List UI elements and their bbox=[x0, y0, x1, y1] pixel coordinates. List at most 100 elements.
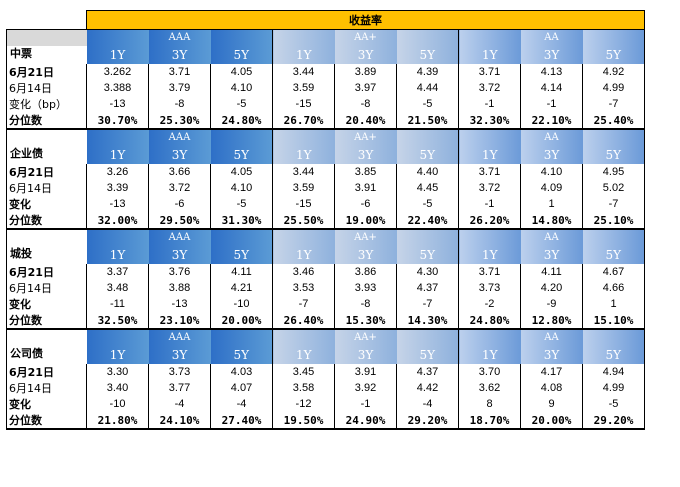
table-cell: 3.89 bbox=[334, 64, 397, 80]
tenor-label: 5Y bbox=[233, 48, 250, 62]
table-cell: -6 bbox=[148, 196, 211, 212]
table-row: 6月21日 3.30 3.73 4.03 3.45 3.91 4.37 3.70 4.17 4.9… bbox=[6, 364, 645, 380]
table-cell: -2 bbox=[458, 296, 521, 312]
table-cell: 3.45 bbox=[272, 364, 335, 380]
table-cell: 3.262 bbox=[86, 64, 149, 80]
row-label: 分位数 bbox=[6, 412, 87, 430]
table-cell: 4.42 bbox=[396, 380, 459, 396]
table-cell: -15 bbox=[272, 196, 335, 212]
table-row: 变化 -13 -6 -5 -15 -6 -5 -1 1 -7 bbox=[6, 196, 645, 212]
table-cell: -1 bbox=[334, 396, 397, 412]
tenor-label: 5Y bbox=[605, 48, 622, 62]
table-cell: 3.93 bbox=[334, 280, 397, 296]
table-cell: 1 bbox=[582, 296, 645, 312]
section-name: 城投 bbox=[10, 247, 32, 260]
table-cell: 4.09 bbox=[520, 180, 583, 196]
column-header-cell: 5Y bbox=[210, 29, 273, 64]
table-cell: 15.10% bbox=[582, 312, 645, 330]
table-cell: 4.39 bbox=[396, 64, 459, 80]
table-cell: -8 bbox=[334, 96, 397, 112]
tenor-label: 3Y bbox=[171, 348, 188, 362]
table-cell: 4.99 bbox=[582, 380, 645, 396]
table-cell: 14.80% bbox=[520, 212, 583, 230]
tenor-label: 1Y bbox=[295, 48, 312, 62]
table-row: 分位数 21.80% 24.10% 27.40% 19.50% 24.90% 29.20% 1… bbox=[6, 412, 645, 430]
tenor-label: 5Y bbox=[419, 248, 436, 262]
column-header-cell: 5Y bbox=[396, 128, 459, 164]
column-header-cell: AAA 3Y bbox=[148, 228, 211, 264]
table-cell: 3.72 bbox=[458, 80, 521, 96]
table-cell: 3.72 bbox=[148, 180, 211, 196]
table-cell: 21.50% bbox=[396, 112, 459, 130]
tenor-label: 1Y bbox=[109, 248, 126, 262]
rating-group-label: AAA bbox=[168, 132, 191, 143]
table-row: 变化 -10 -4 -4 -12 -1 -4 8 9 -5 bbox=[6, 396, 645, 412]
column-header-cell: 5Y bbox=[210, 328, 273, 364]
table-cell: -1 bbox=[458, 196, 521, 212]
table-cell: -4 bbox=[210, 396, 273, 412]
table-row: 分位数 32.00% 29.50% 31.30% 25.50% 19.00% 22.40% 2… bbox=[6, 212, 645, 230]
row-label: 6月14日 bbox=[6, 380, 87, 396]
table-cell: -8 bbox=[148, 96, 211, 112]
tenor-label: 3Y bbox=[171, 148, 188, 162]
tenor-label: 3Y bbox=[543, 248, 560, 262]
table-cell: 4.17 bbox=[520, 364, 583, 380]
table-cell: 25.50% bbox=[272, 212, 335, 230]
column-header-cell: AAA 3Y bbox=[148, 328, 211, 364]
column-header-cell: 1Y bbox=[86, 328, 149, 364]
table-row: 分位数 32.50% 23.10% 20.00% 26.40% 15.30% 14.30% 2… bbox=[6, 312, 645, 330]
tenor-label: 5Y bbox=[233, 248, 250, 262]
tenor-label: 1Y bbox=[295, 348, 312, 362]
table-cell: 32.30% bbox=[458, 112, 521, 130]
rating-group-label: AA+ bbox=[354, 32, 377, 43]
column-header-cell: AA 3Y bbox=[520, 328, 583, 364]
tenor-label: 1Y bbox=[109, 348, 126, 362]
rating-group-label: AA+ bbox=[354, 232, 377, 243]
table-cell: 3.85 bbox=[334, 164, 397, 180]
table-cell: 3.71 bbox=[458, 164, 521, 180]
table-cell: 3.37 bbox=[86, 264, 149, 280]
tenor-label: 5Y bbox=[605, 248, 622, 262]
table-row: 6月14日 3.48 3.88 4.21 3.53 3.93 4.37 3.73 4.20 4.6… bbox=[6, 280, 645, 296]
tenor-label: 5Y bbox=[419, 48, 436, 62]
rating-group-label: AAA bbox=[168, 232, 191, 243]
table-cell: 4.10 bbox=[210, 180, 273, 196]
table-cell: 32.50% bbox=[86, 312, 149, 330]
tenor-label: 1Y bbox=[109, 148, 126, 162]
table-cell: -7 bbox=[396, 296, 459, 312]
table-cell: -1 bbox=[520, 96, 583, 112]
tenor-label: 5Y bbox=[233, 148, 250, 162]
table-cell: 24.80% bbox=[458, 312, 521, 330]
table-cell: 4.37 bbox=[396, 364, 459, 380]
table-cell: 3.73 bbox=[148, 364, 211, 380]
table-cell: 3.46 bbox=[272, 264, 335, 280]
table-cell: 4.37 bbox=[396, 280, 459, 296]
table-cell: 4.66 bbox=[582, 280, 645, 296]
table-title: 收益率 bbox=[86, 10, 645, 30]
table-cell: -11 bbox=[86, 296, 149, 312]
table-cell: 3.44 bbox=[272, 164, 335, 180]
table-cell: 3.40 bbox=[86, 380, 149, 396]
table-cell: -7 bbox=[582, 196, 645, 212]
row-label: 变化（bp） bbox=[6, 96, 87, 112]
table-row: 变化（bp） -13 -8 -5 -15 -8 -5 -1 -1 -7 bbox=[6, 96, 645, 112]
table-cell: 20.00% bbox=[520, 412, 583, 430]
column-header-cell: AA+ 3Y bbox=[334, 228, 397, 264]
rating-group-label: AA+ bbox=[354, 132, 377, 143]
header-grey-band bbox=[7, 30, 87, 46]
tenor-label: 5Y bbox=[605, 148, 622, 162]
table-cell: 3.39 bbox=[86, 180, 149, 196]
table-cell: -5 bbox=[396, 96, 459, 112]
section-label: 城投 bbox=[6, 228, 87, 264]
table-cell: -7 bbox=[272, 296, 335, 312]
table-cell: 5.02 bbox=[582, 180, 645, 196]
table-cell: 4.10 bbox=[520, 164, 583, 180]
table-cell: 3.73 bbox=[458, 280, 521, 296]
tenor-label: 5Y bbox=[419, 348, 436, 362]
row-label: 变化 bbox=[6, 396, 87, 412]
tenor-label: 1Y bbox=[481, 348, 498, 362]
table-cell: -9 bbox=[520, 296, 583, 312]
column-header-cell: 1Y bbox=[458, 228, 521, 264]
table-cell: 3.48 bbox=[86, 280, 149, 296]
table-cell: 25.40% bbox=[582, 112, 645, 130]
